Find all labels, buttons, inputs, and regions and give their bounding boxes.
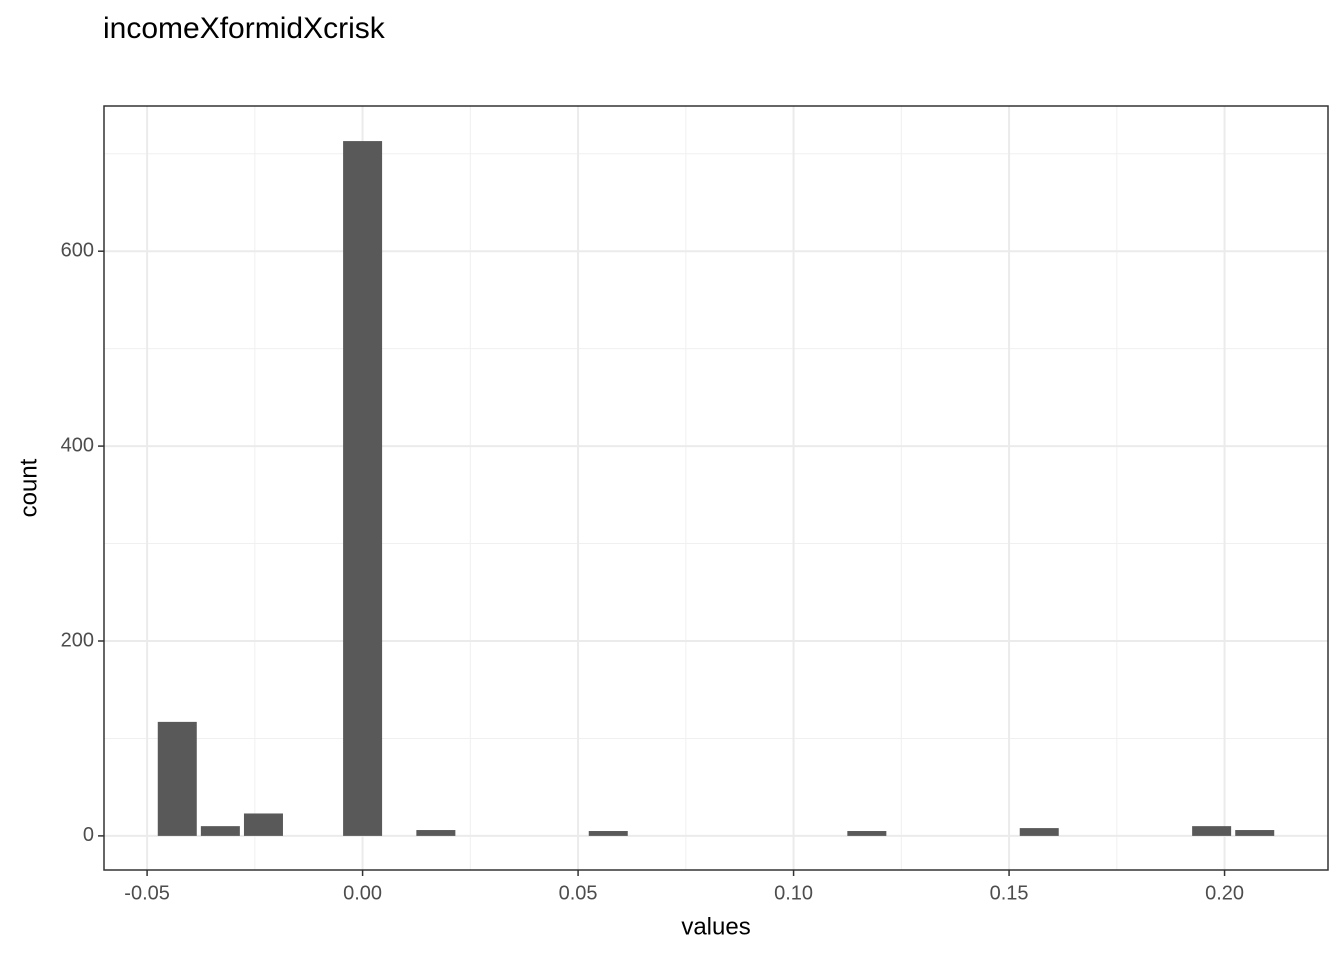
bar — [157, 721, 197, 836]
x-tick-label: 0.05 — [559, 882, 598, 904]
plot-border — [103, 105, 1329, 871]
y-tick-label: 0 — [83, 824, 94, 846]
bar — [243, 813, 283, 836]
y-axis-label: count — [15, 458, 42, 517]
chart-title: incomeXformidXcrisk — [103, 12, 386, 45]
x-tick-label: 0.15 — [990, 882, 1029, 904]
y-tick-label: 600 — [61, 239, 94, 261]
bar — [200, 826, 240, 836]
bar — [1019, 828, 1059, 836]
x-tick-label: 0.10 — [774, 882, 813, 904]
y-tick-label: 200 — [61, 629, 94, 651]
bar — [847, 831, 887, 836]
bar — [1235, 830, 1275, 836]
y-tick-label: 400 — [61, 434, 94, 456]
bar — [588, 831, 628, 836]
x-tick-label: 0.00 — [343, 882, 382, 904]
x-axis-label: values — [681, 913, 750, 940]
bar — [1192, 826, 1232, 836]
bar — [343, 141, 383, 836]
x-tick-label: 0.20 — [1205, 882, 1244, 904]
x-tick-label: -0.05 — [124, 882, 170, 904]
bar — [416, 830, 456, 836]
